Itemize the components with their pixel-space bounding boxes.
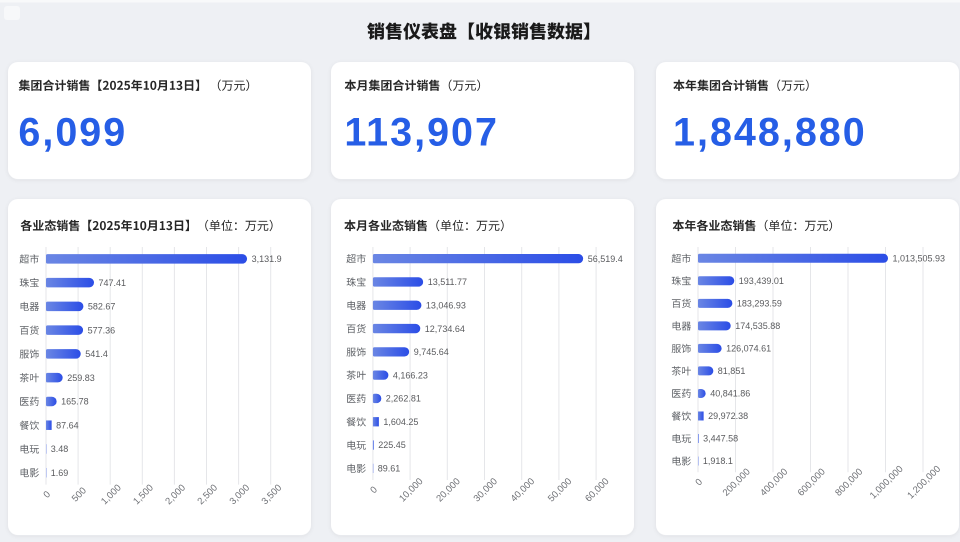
svg-text:9,745.64: 9,745.64: [414, 347, 449, 357]
svg-text:0: 0: [693, 477, 705, 489]
svg-text:87.64: 87.64: [56, 420, 79, 430]
svg-text:582.67: 582.67: [88, 302, 116, 312]
svg-text:56,519.4: 56,519.4: [588, 254, 623, 264]
svg-text:81,851: 81,851: [718, 366, 746, 376]
svg-text:40,841.86: 40,841.86: [710, 389, 750, 399]
svg-text:1.69: 1.69: [51, 468, 69, 478]
svg-text:747.41: 747.41: [99, 278, 127, 288]
svg-text:12,734.64: 12,734.64: [425, 324, 465, 334]
svg-text:1,013,505.93: 1,013,505.93: [893, 254, 946, 264]
svg-text:225.45: 225.45: [378, 440, 406, 450]
svg-text:193,439.01: 193,439.01: [739, 276, 784, 286]
svg-text:541.4: 541.4: [85, 349, 108, 359]
svg-text:3,447.58: 3,447.58: [703, 434, 738, 444]
svg-text:183,293.59: 183,293.59: [737, 299, 782, 309]
svg-text:174,535.88: 174,535.88: [735, 321, 780, 331]
svg-text:165.78: 165.78: [61, 397, 89, 407]
svg-text:3,131.9: 3,131.9: [252, 254, 282, 264]
svg-text:2,262.81: 2,262.81: [386, 394, 421, 404]
svg-text:13,046.93: 13,046.93: [426, 300, 466, 310]
svg-text:0: 0: [368, 484, 380, 496]
svg-text:89.61: 89.61: [378, 464, 401, 474]
svg-text:577.36: 577.36: [88, 325, 116, 335]
svg-text:29,972.38: 29,972.38: [708, 411, 748, 421]
svg-text:1,918.1: 1,918.1: [703, 456, 733, 466]
svg-text:126,074.61: 126,074.61: [726, 344, 771, 354]
svg-text:1,604.25: 1,604.25: [383, 417, 418, 427]
svg-text:0: 0: [41, 489, 53, 501]
svg-text:1,848,880: 1,848,880: [673, 111, 867, 155]
svg-text:4,166.23: 4,166.23: [393, 370, 428, 380]
svg-text:6,099: 6,099: [18, 111, 127, 155]
svg-text:13,511.77: 13,511.77: [428, 277, 467, 287]
svg-text:259.83: 259.83: [67, 373, 95, 383]
svg-text:3.48: 3.48: [51, 444, 69, 454]
svg-text:113,907: 113,907: [344, 111, 499, 155]
